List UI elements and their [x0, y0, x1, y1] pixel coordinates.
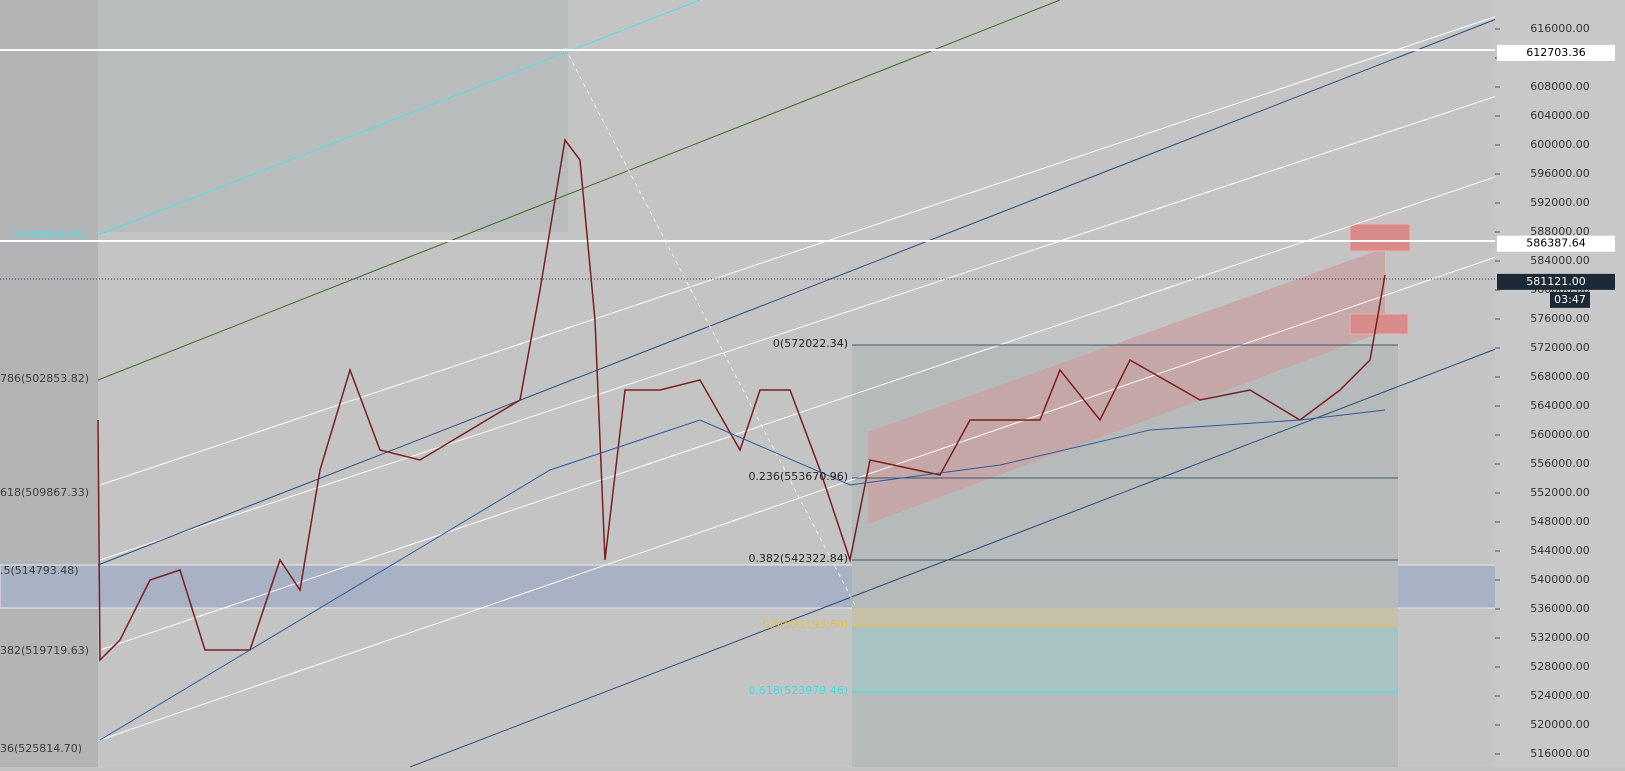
price-box-label: 612703.36: [1526, 46, 1586, 59]
countdown: 03:47: [1554, 293, 1586, 306]
tick-label: 540000.00: [1530, 573, 1590, 586]
fib-zone: [98, 0, 568, 232]
tick-label: 572000.00: [1530, 341, 1590, 354]
tick-label: 608000.00: [1530, 80, 1590, 93]
price-axis: [1495, 0, 1625, 767]
fib-label: 618(509867.33): [0, 486, 89, 499]
cyan-trend: [97, 0, 701, 236]
dashed-line: [564, 47, 856, 606]
tick-label: 532000.00: [1530, 631, 1590, 644]
fib-label: 0.5(533193.60): [762, 618, 848, 631]
price-path: [97, 138, 1386, 662]
tick-label: 536000.00: [1530, 602, 1590, 615]
countdown-box: [1550, 291, 1590, 308]
tick-label: 544000.00: [1530, 544, 1590, 557]
fib-label: 0.236(553670.96): [748, 470, 848, 483]
tick-label: 584000.00: [1530, 254, 1590, 267]
target-box: [1349, 223, 1411, 252]
fib-yellow-zone: [852, 608, 1398, 626]
tick-label: 616000.00: [1530, 22, 1590, 35]
fib-label: 1(492814.56): [12, 228, 87, 241]
tick-label: 528000.00: [1530, 660, 1590, 673]
price-box: [1497, 273, 1615, 290]
green-trend: [97, 0, 1061, 381]
price-box-label: 581121.00: [1526, 275, 1586, 288]
channel: [868, 248, 1385, 524]
fib-label: 0.382(542322.84): [748, 552, 848, 565]
fib-label: .5(514793.48): [0, 564, 79, 577]
blue-trend: [97, 0, 1546, 566]
tick-label: 548000.00: [1530, 515, 1590, 528]
tick-label: 520000.00: [1530, 718, 1590, 731]
fib-label: 0(572022.34): [773, 337, 848, 350]
price-box-label: 586387.64: [1526, 237, 1586, 250]
fib-label: 36(525814.70): [0, 742, 82, 755]
tick-label: 524000.00: [1530, 689, 1590, 702]
tick-label: 552000.00: [1530, 486, 1590, 499]
fib-cyan-zone: [852, 625, 1398, 693]
tick-label: 568000.00: [1530, 370, 1590, 383]
tick-label: 592000.00: [1530, 196, 1590, 209]
fib-label: 0.618(523979.46): [748, 684, 848, 697]
tick-label: 604000.00: [1530, 109, 1590, 122]
target-box: [1349, 313, 1409, 335]
blue-trend: [409, 329, 1546, 768]
tick-label: 596000.00: [1530, 167, 1590, 180]
moving-average: [99, 409, 1386, 741]
price-box: [1497, 235, 1615, 252]
left-band: [0, 0, 98, 767]
tick-label: 556000.00: [1530, 457, 1590, 470]
tick-label: 588000.00: [1530, 225, 1590, 238]
price-box: [1497, 44, 1615, 61]
fib-label: 786(502853.82): [0, 372, 89, 385]
fib-label: 382(519719.63): [0, 644, 89, 657]
tick-label: 516000.00: [1530, 747, 1590, 760]
fib-lines: [852, 344, 1398, 693]
tick-label: 600000.00: [1530, 138, 1590, 151]
tick-label: 576000.00: [1530, 312, 1590, 325]
tick-label: 564000.00: [1530, 399, 1590, 412]
tick-label: 560000.00: [1530, 428, 1590, 441]
